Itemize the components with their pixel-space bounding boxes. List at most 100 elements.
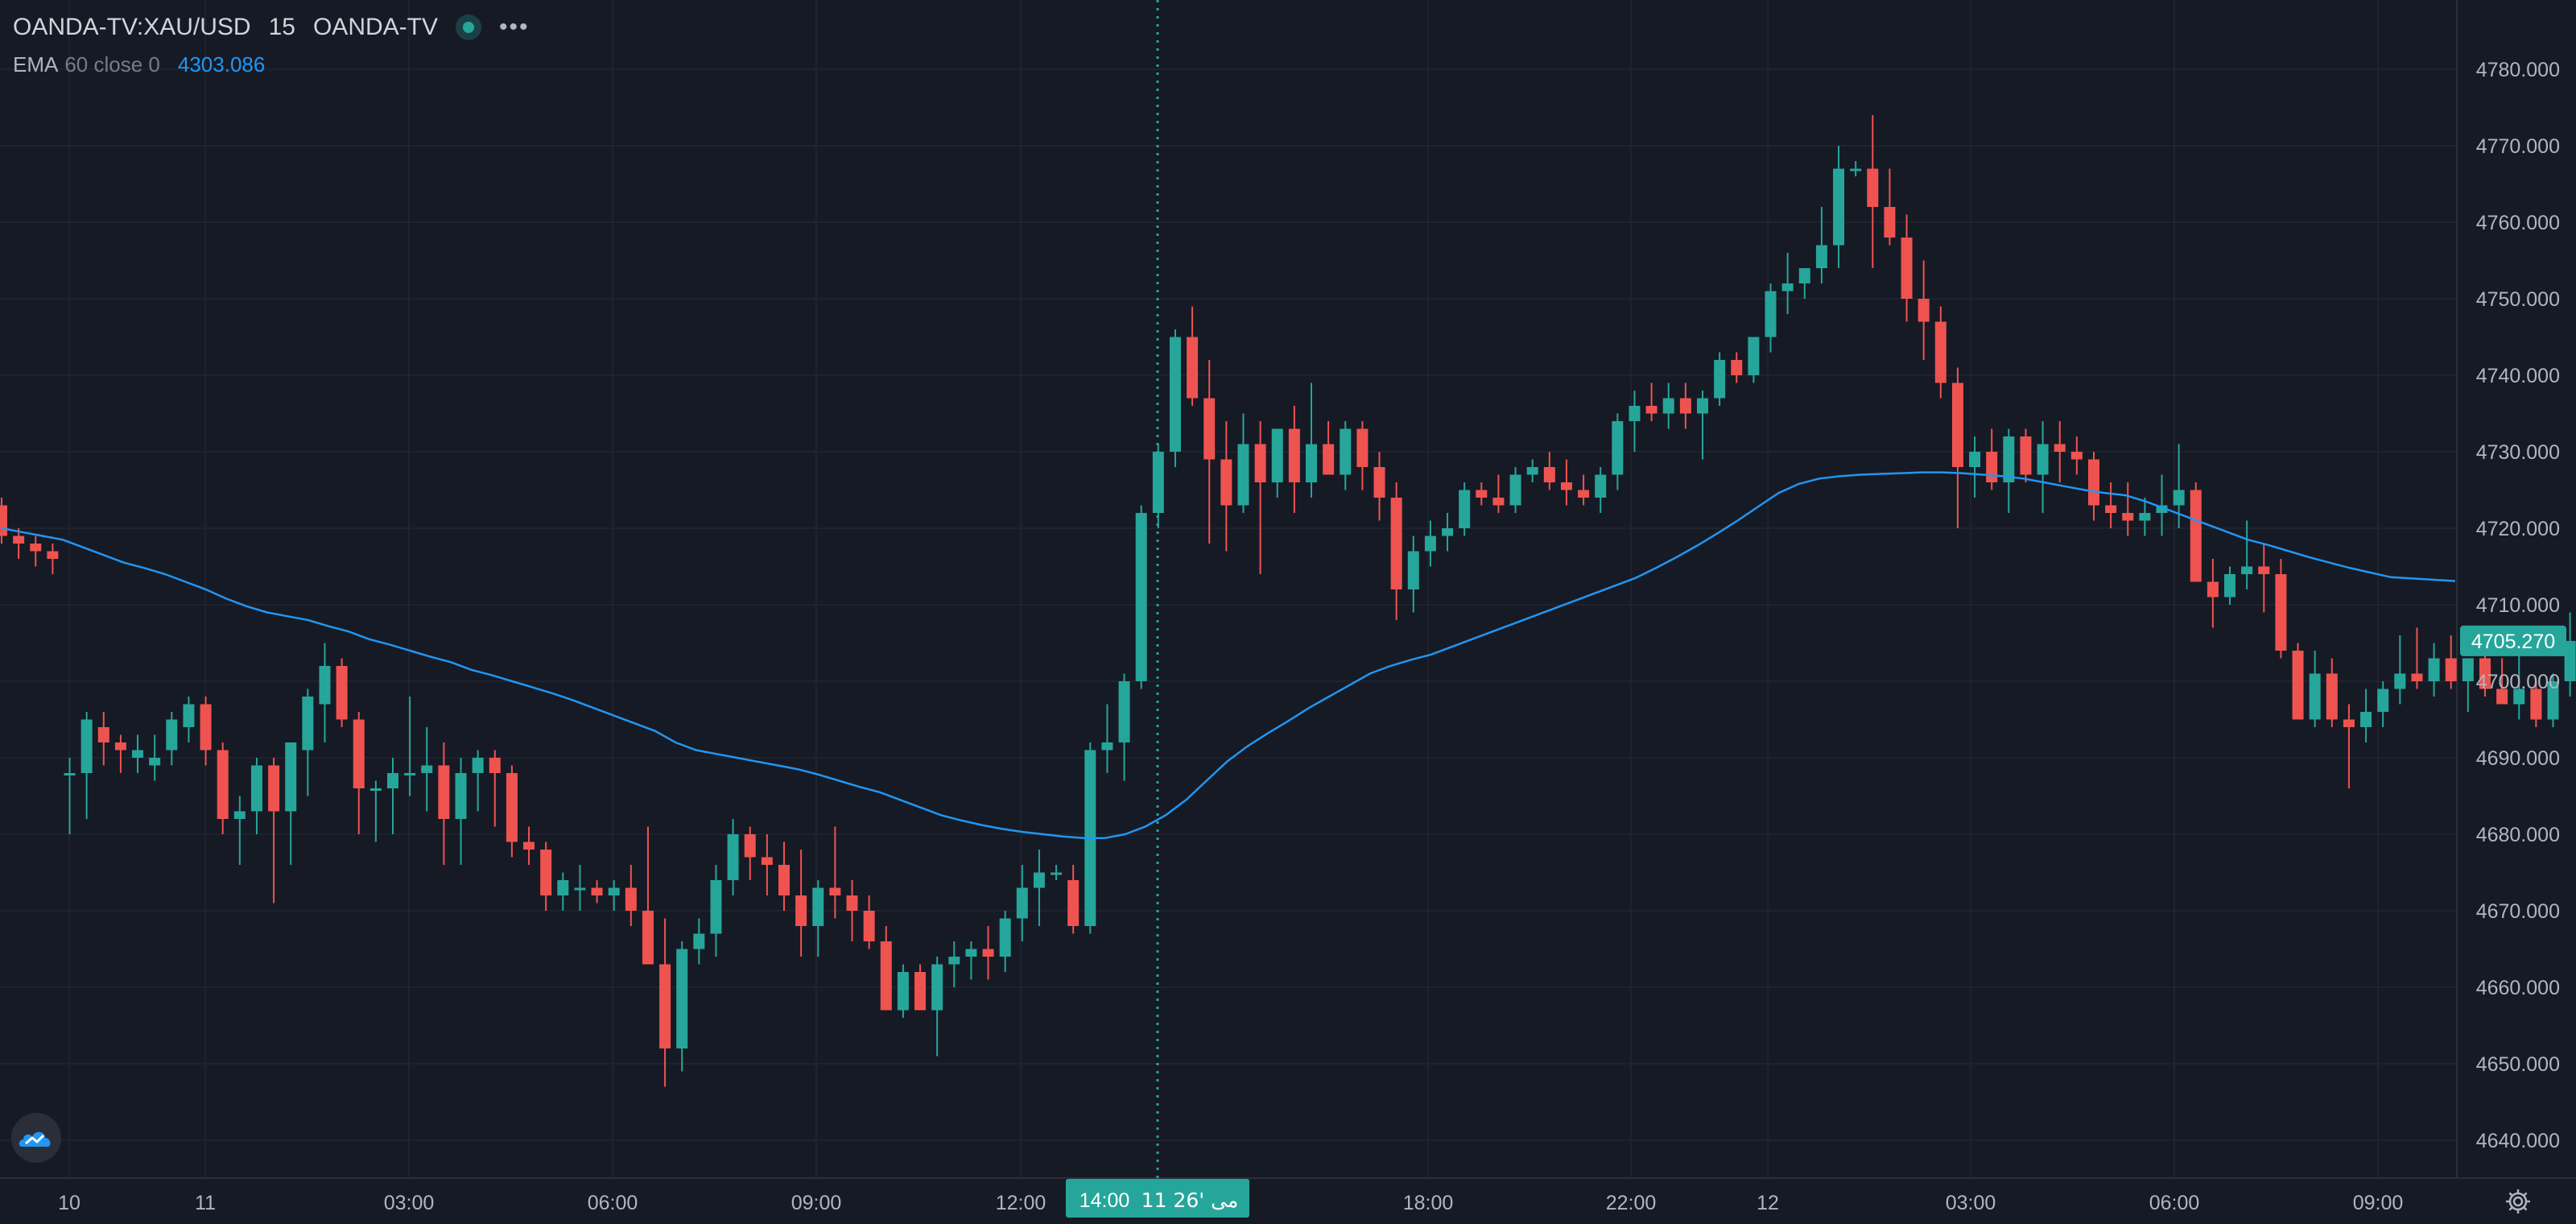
candle [1169, 329, 1181, 467]
candle [710, 865, 722, 957]
price-axis[interactable]: 4780.000 4770.000 4760.000 4750.000 4740.000… [2476, 59, 2560, 1152]
indicator-name: EMA [13, 52, 59, 76]
grid [0, 0, 2457, 1178]
candle [353, 712, 365, 834]
candle [1424, 520, 1436, 567]
candle-body [608, 887, 620, 895]
time-axis-tick-label: 10 [58, 1192, 80, 1214]
candle [1340, 421, 1352, 490]
candle-body [2241, 566, 2253, 574]
candle-body [336, 666, 348, 720]
candle [1578, 474, 1590, 506]
candle [217, 742, 229, 834]
candle-body [948, 957, 960, 965]
interval-label[interactable]: 15 [268, 14, 295, 40]
candle [1748, 337, 1760, 383]
more-dots-icon[interactable]: ••• [498, 14, 530, 40]
candle [1986, 428, 1998, 490]
candle-body [2292, 651, 2304, 720]
candle [1969, 436, 1981, 498]
exchange-name: OANDA-TV [312, 14, 438, 40]
symbol-name[interactable]: OANDA-TV:XAU/USD [13, 14, 251, 40]
candle-body [2070, 452, 2083, 460]
candle [0, 498, 7, 544]
candle-body [2394, 673, 2406, 689]
candle-body [2190, 490, 2202, 582]
candle-body [1901, 238, 1913, 299]
candle-body [642, 911, 654, 965]
candle-body [1509, 474, 1521, 506]
tradingview-cloud-icon[interactable] [11, 1113, 61, 1163]
candle-body [2054, 444, 2066, 452]
candle-body [1356, 428, 1368, 467]
indicator-value: 4303.086 [177, 52, 266, 76]
candle [1356, 421, 1368, 490]
candle-body [2087, 459, 2099, 506]
candle-body [2343, 719, 2355, 727]
time-axis-tick-label: 12:00 [996, 1192, 1046, 1214]
time-axis[interactable]: 10 11 03:00 06:00 09:00 12:00 18:00 22:00 12 03:0… [58, 1192, 2403, 1214]
candle [506, 765, 518, 858]
candle-body [1595, 474, 1607, 498]
candle [1237, 413, 1249, 513]
candle [2105, 482, 2117, 528]
candle [1833, 146, 1845, 268]
live-status-dot-icon [455, 14, 481, 40]
candle [2462, 658, 2474, 712]
candle-body [1492, 498, 1505, 506]
candle [1459, 482, 1471, 536]
candle [2326, 658, 2338, 727]
candle [2207, 559, 2219, 628]
candle [149, 734, 161, 781]
indicator-legend[interactable]: EMA 60 close 0 4303.086 [13, 50, 265, 79]
candle [2020, 428, 2032, 482]
candle [897, 964, 909, 1018]
price-axis-tick-label: 4700.000 [2476, 671, 2560, 693]
candle-body [2156, 505, 2168, 513]
candle-body [2479, 658, 2491, 689]
current-price-label: 4705.270 [2460, 625, 2566, 656]
candle-body [2003, 436, 2015, 482]
candle [336, 658, 348, 727]
candle [404, 697, 416, 796]
candle-body [1051, 872, 1063, 875]
candle-body [2173, 490, 2185, 506]
candle-body [132, 750, 144, 758]
candle [1934, 306, 1946, 399]
candle-body [1748, 337, 1760, 375]
candle-body [591, 887, 603, 895]
candle [438, 742, 450, 865]
candle-body [1067, 880, 1080, 926]
candle-body [319, 666, 331, 705]
candle [863, 895, 875, 949]
current-price-value: 4705.270 [2471, 631, 2555, 653]
candle [727, 819, 739, 895]
price-axis-tick-label: 4650.000 [2476, 1053, 2560, 1076]
gear-icon[interactable] [2502, 1185, 2534, 1218]
candle [2037, 421, 2049, 513]
candle [914, 964, 927, 1011]
time-axis-tick-label: 06:00 [588, 1192, 638, 1214]
candle-body [80, 719, 93, 773]
candle-body [1867, 168, 1879, 207]
candle-body [1016, 887, 1028, 919]
candle [1407, 536, 1419, 613]
candle [1884, 168, 1896, 246]
candle-body [693, 933, 705, 949]
candle-body [1951, 382, 1963, 467]
candle [183, 697, 195, 742]
candle [1118, 673, 1130, 781]
candle [676, 941, 688, 1072]
candle [1271, 428, 1283, 498]
candle [1765, 283, 1777, 353]
candle [2564, 612, 2576, 697]
candle [1714, 352, 1726, 406]
candle-body [233, 811, 246, 819]
time-axis-tick-label: 11 [195, 1192, 216, 1214]
candle-body [2513, 688, 2525, 705]
candle-body [727, 834, 739, 880]
candle [2428, 643, 2440, 697]
candle [1918, 260, 1930, 360]
candle [1612, 413, 1624, 490]
